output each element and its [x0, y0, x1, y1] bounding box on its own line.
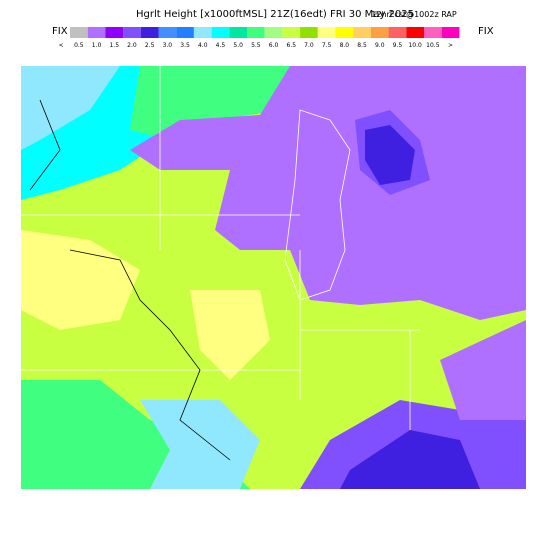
colorbar-box: [388, 27, 407, 38]
colorbar-label: 9.0: [375, 42, 385, 49]
colorbar-label: <: [59, 42, 64, 49]
colorbar-box: [247, 27, 265, 38]
light-cyan-region: [21, 66, 120, 150]
colorbar-box: [370, 27, 389, 38]
colorbar-label: 3.0: [163, 42, 173, 49]
colorbar-box: [176, 27, 194, 38]
colorbar-box: [335, 27, 354, 38]
green-region: [130, 66, 300, 140]
colorbar-label: 7.0: [304, 42, 314, 49]
yellow-region-2: [190, 290, 270, 380]
colorbar-box: [441, 27, 460, 38]
colorbar-box: [193, 27, 212, 38]
colorbar-box: [353, 27, 371, 38]
colorbar-box: [406, 27, 424, 38]
south-cyan: [140, 400, 260, 489]
colorbar-label: 4.0: [198, 42, 208, 49]
colorbar-label: 6.0: [269, 42, 279, 49]
colorbar-label: >: [448, 42, 453, 49]
colorbar-label: 10.5: [426, 42, 440, 49]
colorbar-box: [424, 27, 442, 38]
lake-outline: [284, 109, 351, 301]
colorbar-label: 5.0: [233, 42, 243, 49]
colorbar-box: [158, 27, 177, 38]
colorbar-box: [282, 27, 301, 38]
colorbar-label: 2.5: [145, 42, 155, 49]
colorbar: <0.5 1.0 1.5 2.0 2.5 3.0 3.5 4.0 4.5 5.0 5.5 6.0 6.5…: [59, 27, 460, 49]
colorbar-box: [264, 27, 283, 38]
title: Hgrlt Height [x1000ftMSL] 21Z(16edt) FRI…: [136, 9, 414, 20]
colorbar-label: 7.5: [322, 42, 332, 49]
fix-left: FIX: [52, 26, 68, 37]
contours: [29, 99, 231, 461]
colorbar-label: 5.5: [251, 42, 261, 49]
colorbar-label: 8.5: [357, 42, 367, 49]
fix-right: FIX: [478, 26, 494, 37]
dark-region: [365, 125, 415, 185]
colorbar-label: 1.5: [109, 42, 119, 49]
colorbar-label: 8.0: [340, 42, 350, 49]
colorbar-box: [317, 27, 336, 38]
colorbar-box: [211, 27, 230, 38]
colorbar-box: [87, 27, 106, 38]
violet-region: [130, 66, 526, 320]
run-label: 12hrFcst@1002z RAP: [371, 10, 457, 19]
southeast-dark: [340, 430, 480, 489]
colorbar-box: [123, 27, 141, 38]
colorbar-box: [300, 27, 318, 38]
colorbar-box: [140, 27, 159, 38]
colorbar-label: 3.5: [180, 42, 190, 49]
colorbar-label: 4.5: [216, 42, 226, 49]
colorbar-label: 0.5: [74, 42, 84, 49]
colorbar-label: 2.0: [127, 42, 137, 49]
colorbar-box: [70, 27, 88, 38]
colorbar-label: 10.0: [408, 42, 422, 49]
map: [21, 66, 526, 489]
southeast-purple: [300, 360, 526, 489]
east-violet: [440, 320, 526, 420]
state-borders: [21, 66, 420, 430]
colorbar-box: [229, 27, 247, 38]
colorbar-label: 1.0: [92, 42, 102, 49]
yellow-region: [21, 230, 140, 330]
colorbar-label: 6.5: [286, 42, 296, 49]
colorbar-box: [105, 27, 124, 38]
colorbar-label: 9.5: [393, 42, 403, 49]
